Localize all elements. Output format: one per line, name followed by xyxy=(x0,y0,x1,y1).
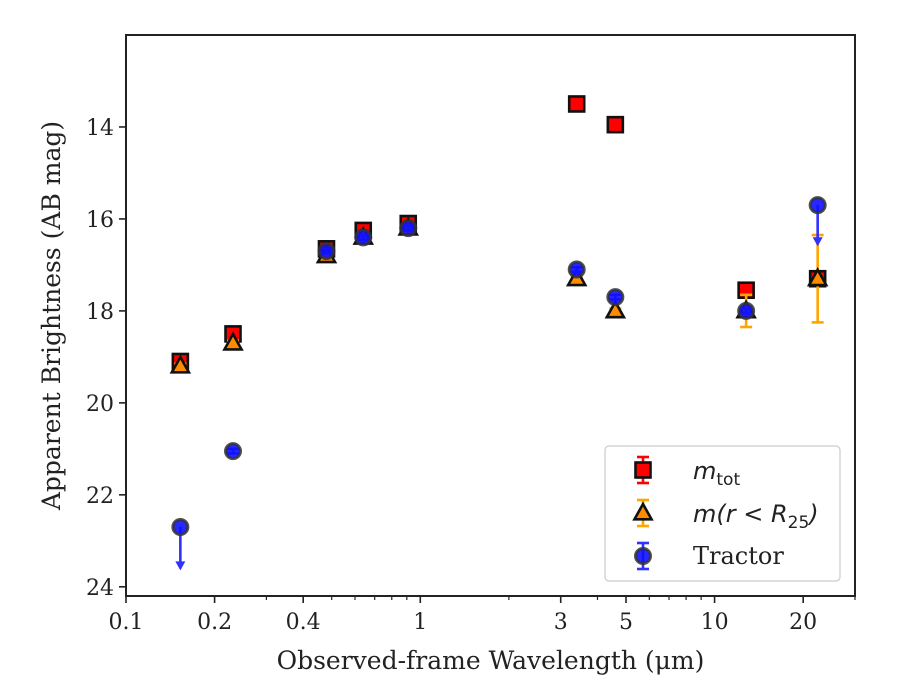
tractor-point xyxy=(317,242,336,261)
mr25-point xyxy=(169,354,192,374)
x-tick-label: 1 xyxy=(413,610,427,635)
x-tick-label: 5 xyxy=(619,610,633,635)
y-tick-label: 18 xyxy=(86,300,114,325)
series-mtot xyxy=(171,95,827,371)
y-tick-label: 22 xyxy=(86,484,114,509)
series-mr25 xyxy=(169,216,829,374)
legend-label: m(r < R25) xyxy=(693,500,819,533)
mr25-point xyxy=(806,267,829,287)
y-axis-label: Apparent Brightness (AB mag) xyxy=(37,121,66,511)
tractor-point xyxy=(399,219,418,238)
mtot-point xyxy=(567,95,586,113)
tractor-point xyxy=(606,288,625,307)
arrow-head xyxy=(812,237,823,247)
legend-label: Tractor xyxy=(693,542,784,570)
tractor-point xyxy=(171,518,190,537)
y-tick-label: 14 xyxy=(86,116,114,141)
legend-label: mtot xyxy=(693,457,740,490)
x-tick-label: 3 xyxy=(554,610,568,635)
x-tick-label: 20 xyxy=(789,610,817,635)
mr25-point xyxy=(222,331,244,351)
tractor-point xyxy=(808,196,827,215)
legend-marker xyxy=(634,461,652,479)
plot-marks xyxy=(169,95,829,571)
tractor-point xyxy=(224,442,243,461)
tractor-point xyxy=(567,260,586,279)
mr25-point xyxy=(604,299,627,319)
y-tick-label: 24 xyxy=(86,576,114,601)
legend-box xyxy=(604,445,841,582)
legend-marker xyxy=(634,547,652,565)
legend-marker xyxy=(632,501,654,521)
series-tractor xyxy=(171,196,827,571)
mtot-point xyxy=(606,115,625,134)
x-tick-label: 10 xyxy=(701,610,729,635)
tractor-point xyxy=(737,301,756,320)
x-axis: 0.1 0.2 0.4 1 3 5 10 20 xyxy=(109,596,856,635)
x-tick-label: 0.4 xyxy=(286,610,321,635)
plot-frame xyxy=(125,34,856,597)
tractor-point xyxy=(354,228,373,247)
y-tick-label: 20 xyxy=(86,392,114,417)
x-tick-label: 0.1 xyxy=(109,610,144,635)
arrow-head xyxy=(175,561,186,571)
y-tick-label: 16 xyxy=(86,208,114,233)
x-axis-label: Observed-frame Wavelength (μm) xyxy=(277,646,705,675)
legend-entry: Tractor xyxy=(634,541,784,571)
legend-entry: mtot xyxy=(634,455,740,490)
x-tick-label: 0.2 xyxy=(197,610,232,635)
y-axis: 14 16 18 20 22 24 xyxy=(86,116,126,601)
legend-entry: m(r < R25) xyxy=(632,498,819,533)
legend: mtot m(r < R25) Tractor xyxy=(604,445,841,582)
